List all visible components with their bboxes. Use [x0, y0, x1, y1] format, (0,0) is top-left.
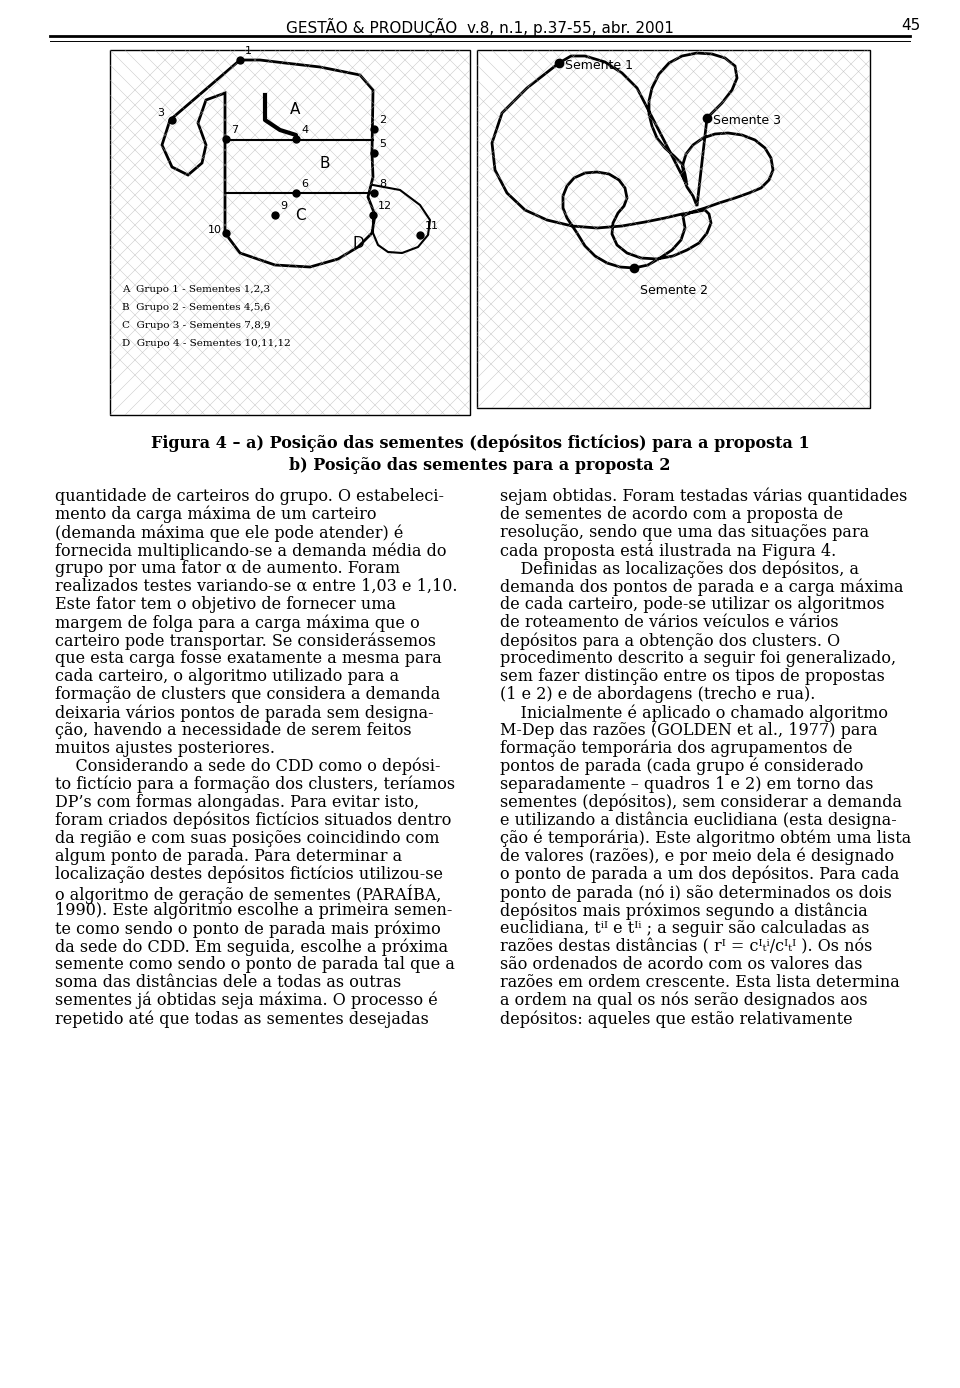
Text: B: B [320, 155, 330, 171]
Text: e utilizando a distância euclidiana (esta designa-: e utilizando a distância euclidiana (est… [500, 812, 897, 830]
Text: grupo por uma fator α de aumento. Foram: grupo por uma fator α de aumento. Foram [55, 559, 400, 577]
Text: de cada carteiro, pode-se utilizar os algoritmos: de cada carteiro, pode-se utilizar os al… [500, 595, 884, 613]
Text: 9: 9 [280, 201, 287, 211]
Text: depósitos mais próximos segundo a distância: depósitos mais próximos segundo a distân… [500, 902, 868, 919]
Text: 10: 10 [208, 225, 222, 235]
Text: DP’s com formas alongadas. Para evitar isto,: DP’s com formas alongadas. Para evitar i… [55, 794, 420, 811]
Text: 4: 4 [301, 125, 308, 135]
Text: D: D [352, 236, 364, 250]
Text: ção, havendo a necessidade de serem feitos: ção, havendo a necessidade de serem feit… [55, 722, 412, 738]
Text: A  Grupo 1 - Sementes 1,2,3: A Grupo 1 - Sementes 1,2,3 [122, 285, 270, 294]
Text: pontos de parada (cada grupo é considerado: pontos de parada (cada grupo é considera… [500, 758, 863, 776]
Text: to fictício para a formação dos clusters, teríamos: to fictício para a formação dos clusters… [55, 776, 455, 794]
Text: realizados testes variando-se α entre 1,03 e 1,10.: realizados testes variando-se α entre 1,… [55, 577, 458, 595]
Text: separadamente – quadros 1 e 2) em torno das: separadamente – quadros 1 e 2) em torno … [500, 776, 874, 793]
Text: GESTÃO & PRODUÇÃO  v.8, n.1, p.37-55, abr. 2001: GESTÃO & PRODUÇÃO v.8, n.1, p.37-55, abr… [286, 18, 674, 36]
Text: demanda dos pontos de parada e a carga máxima: demanda dos pontos de parada e a carga m… [500, 577, 903, 595]
Text: Semente 3: Semente 3 [713, 114, 781, 126]
Text: 45: 45 [900, 18, 920, 33]
Text: da região e com suas posições coincidindo com: da região e com suas posições coincidind… [55, 830, 440, 847]
Text: 1990). Este algoritmo escolhe a primeira semen-: 1990). Este algoritmo escolhe a primeira… [55, 902, 452, 919]
Text: fornecida multiplicando-se a demanda média do: fornecida multiplicando-se a demanda méd… [55, 541, 446, 559]
Text: te como sendo o ponto de parada mais próximo: te como sendo o ponto de parada mais pró… [55, 920, 441, 937]
Text: b) Posição das sementes para a proposta 2: b) Posição das sementes para a proposta … [289, 457, 671, 473]
Text: euclidiana, tⁱᴵ e tᴵⁱ ; a seguir são calculadas as: euclidiana, tⁱᴵ e tᴵⁱ ; a seguir são cal… [500, 920, 870, 937]
Text: cada carteiro, o algoritmo utilizado para a: cada carteiro, o algoritmo utilizado par… [55, 668, 399, 686]
Text: razões destas distâncias ( rᴵ = cᴵₜⁱ/cᴵₜᴵ ). Os nós: razões destas distâncias ( rᴵ = cᴵₜⁱ/cᴵₜ… [500, 938, 873, 955]
Text: algum ponto de parada. Para determinar a: algum ponto de parada. Para determinar a [55, 848, 402, 865]
Text: depósitos: aqueles que estão relativamente: depósitos: aqueles que estão relativamen… [500, 1010, 852, 1027]
Text: M-Dep das razões (GOLDEN et al., 1977) para: M-Dep das razões (GOLDEN et al., 1977) p… [500, 722, 877, 738]
Text: quantidade de carteiros do grupo. O estabeleci-: quantidade de carteiros do grupo. O esta… [55, 489, 444, 505]
Text: ponto de parada (nó i) são determinados os dois: ponto de parada (nó i) são determinados … [500, 884, 892, 901]
Text: formação de clusters que considera a demanda: formação de clusters que considera a dem… [55, 686, 441, 702]
Text: a ordem na qual os nós serão designados aos: a ordem na qual os nós serão designados … [500, 992, 868, 1009]
Text: C  Grupo 3 - Sementes 7,8,9: C Grupo 3 - Sementes 7,8,9 [122, 321, 271, 330]
Text: C: C [295, 207, 305, 222]
Text: 1: 1 [245, 46, 252, 56]
Text: carteiro pode transportar. Se considerássemos: carteiro pode transportar. Se considerás… [55, 632, 436, 650]
Text: o ponto de parada a um dos depósitos. Para cada: o ponto de parada a um dos depósitos. Pa… [500, 866, 900, 884]
Text: formação temporária dos agrupamentos de: formação temporária dos agrupamentos de [500, 740, 852, 758]
Text: de roteamento de vários veículos e vários: de roteamento de vários veículos e vário… [500, 613, 839, 632]
Text: 12: 12 [378, 201, 392, 211]
Text: de sementes de acordo com a proposta de: de sementes de acordo com a proposta de [500, 507, 843, 523]
Text: 11: 11 [425, 221, 439, 230]
Text: ção é temporária). Este algoritmo obtém uma lista: ção é temporária). Este algoritmo obtém … [500, 830, 911, 848]
Text: repetido até que todas as sementes desejadas: repetido até que todas as sementes desej… [55, 1010, 429, 1027]
Text: depósitos para a obtenção dos clusters. O: depósitos para a obtenção dos clusters. … [500, 632, 840, 650]
Text: procedimento descrito a seguir foi generalizado,: procedimento descrito a seguir foi gener… [500, 650, 896, 668]
Text: margem de folga para a carga máxima que o: margem de folga para a carga máxima que … [55, 613, 420, 632]
Text: Semente 1: Semente 1 [565, 60, 633, 72]
Text: Figura 4 – a) Posição das sementes (depósitos fictícios) para a proposta 1: Figura 4 – a) Posição das sementes (depó… [151, 434, 809, 452]
Text: 7: 7 [231, 125, 238, 135]
Text: cada proposta está ilustrada na Figura 4.: cada proposta está ilustrada na Figura 4… [500, 541, 836, 559]
Text: 5: 5 [379, 139, 386, 149]
Text: 6: 6 [301, 179, 308, 189]
Text: sementes (depósitos), sem considerar a demanda: sementes (depósitos), sem considerar a d… [500, 794, 902, 812]
Text: resolução, sendo que uma das situações para: resolução, sendo que uma das situações p… [500, 525, 869, 541]
Text: da sede do CDD. Em seguida, escolhe a próxima: da sede do CDD. Em seguida, escolhe a pr… [55, 938, 448, 955]
Text: 3: 3 [157, 108, 164, 118]
Text: que esta carga fosse exatamente a mesma para: que esta carga fosse exatamente a mesma … [55, 650, 442, 668]
Text: de valores (razões), e por meio dela é designado: de valores (razões), e por meio dela é d… [500, 848, 894, 866]
Text: (1 e 2) e de abordagens (trecho e rua).: (1 e 2) e de abordagens (trecho e rua). [500, 686, 815, 702]
Text: 8: 8 [379, 179, 386, 189]
Text: sem fazer distinção entre os tipos de propostas: sem fazer distinção entre os tipos de pr… [500, 668, 885, 686]
Bar [110, 50, 470, 415]
Text: são ordenados de acordo com os valores das: são ordenados de acordo com os valores d… [500, 956, 862, 973]
Bar [477, 50, 870, 408]
Text: o algoritmo de geração de sementes (PARAÍBA,: o algoritmo de geração de sementes (PARA… [55, 884, 442, 904]
Text: Inicialmente é aplicado o chamado algoritmo: Inicialmente é aplicado o chamado algori… [500, 704, 888, 722]
Text: sejam obtidas. Foram testadas várias quantidades: sejam obtidas. Foram testadas várias qua… [500, 489, 907, 505]
Text: foram criados depósitos fictícios situados dentro: foram criados depósitos fictícios situad… [55, 812, 451, 830]
Text: Definidas as localizações dos depósitos, a: Definidas as localizações dos depósitos,… [500, 559, 859, 577]
Text: soma das distâncias dele a todas as outras: soma das distâncias dele a todas as outr… [55, 974, 401, 991]
Text: sementes já obtidas seja máxima. O processo é: sementes já obtidas seja máxima. O proce… [55, 992, 438, 1009]
Text: 2: 2 [379, 115, 386, 125]
Text: B  Grupo 2 - Sementes 4,5,6: B Grupo 2 - Sementes 4,5,6 [122, 303, 271, 312]
Text: D  Grupo 4 - Sementes 10,11,12: D Grupo 4 - Sementes 10,11,12 [122, 339, 291, 348]
Text: semente como sendo o ponto de parada tal que a: semente como sendo o ponto de parada tal… [55, 956, 455, 973]
Text: A: A [290, 103, 300, 118]
Text: Considerando a sede do CDD como o depósi-: Considerando a sede do CDD como o depósi… [55, 758, 441, 776]
Text: Este fator tem o objetivo de fornecer uma: Este fator tem o objetivo de fornecer um… [55, 595, 396, 613]
Text: muitos ajustes posteriores.: muitos ajustes posteriores. [55, 740, 275, 756]
Text: mento da carga máxima de um carteiro: mento da carga máxima de um carteiro [55, 507, 376, 523]
Text: razões em ordem crescente. Esta lista determina: razões em ordem crescente. Esta lista de… [500, 974, 900, 991]
Text: localização destes depósitos fictícios utilizou-se: localização destes depósitos fictícios u… [55, 866, 443, 884]
Text: (demanda máxima que ele pode atender) é: (demanda máxima que ele pode atender) é [55, 525, 403, 541]
Text: deixaria vários pontos de parada sem designa-: deixaria vários pontos de parada sem des… [55, 704, 434, 722]
Text: Semente 2: Semente 2 [640, 285, 708, 297]
